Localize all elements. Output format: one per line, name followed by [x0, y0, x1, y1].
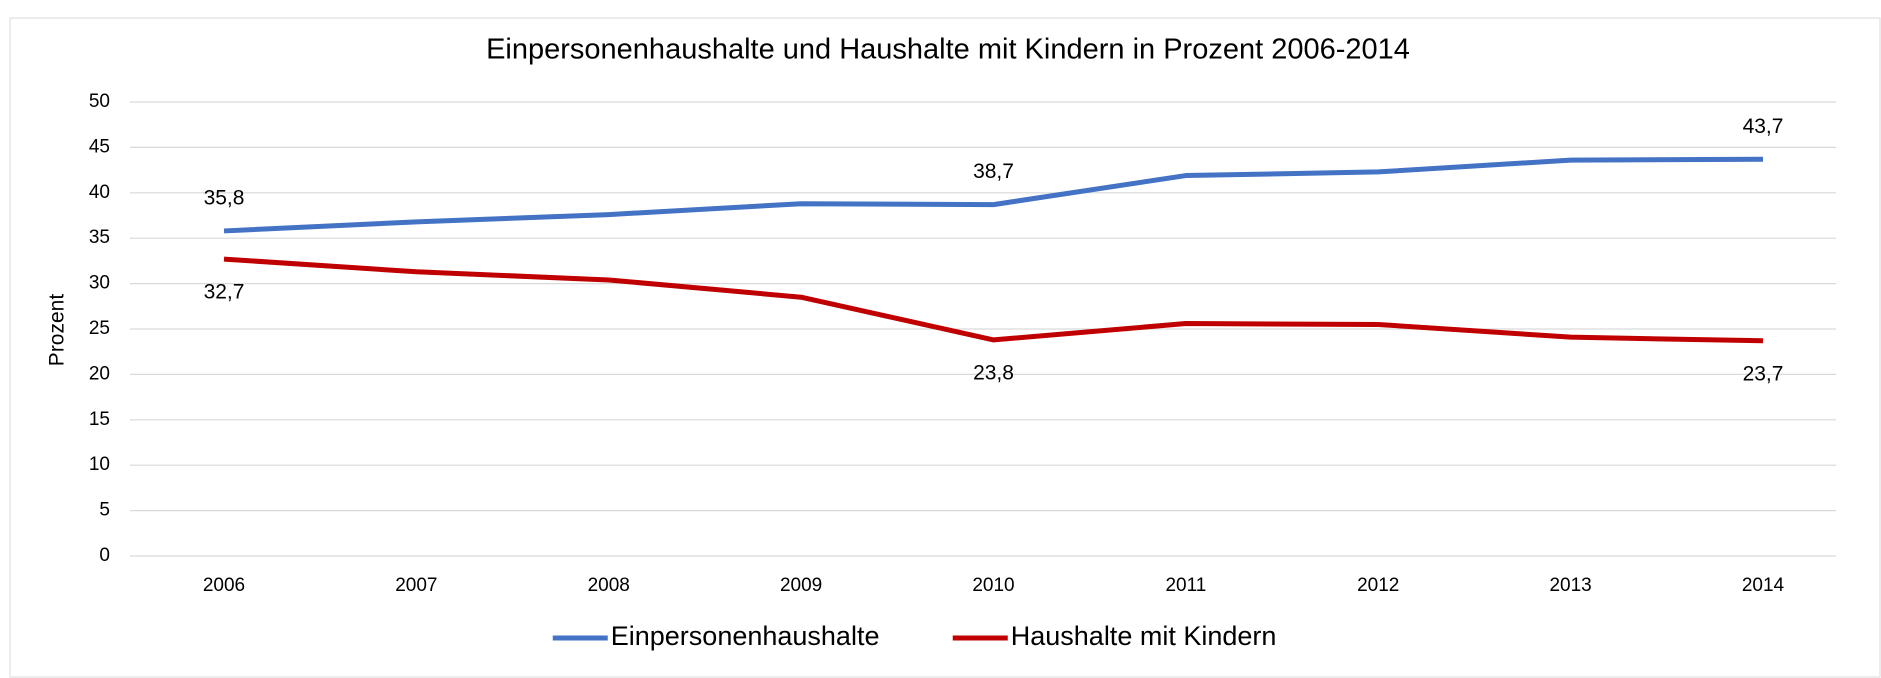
x-tick-label: 2013: [1549, 575, 1591, 596]
y-tick-label: 45: [89, 136, 110, 157]
x-tick-label: 2009: [780, 575, 822, 596]
x-tick-label: 2014: [1742, 575, 1785, 596]
x-tick-label: 2012: [1357, 575, 1399, 596]
y-tick-label: 30: [89, 273, 110, 294]
y-tick-label: 5: [99, 500, 110, 521]
y-tick-label: 35: [89, 227, 110, 248]
x-tick-label: 2011: [1165, 575, 1206, 596]
chart-frame: [9, 17, 1881, 678]
y-tick-label: 25: [89, 318, 110, 339]
data-label: 32,7: [204, 281, 245, 304]
y-tick-label: 0: [99, 545, 110, 566]
chart-title: Einpersonenhaushalte und Haushalte mit K…: [486, 34, 1410, 66]
data-label: 35,8: [204, 186, 245, 209]
data-label: 23,8: [973, 361, 1014, 384]
y-axis-label: Prozent: [46, 294, 69, 367]
x-tick-label: 2008: [588, 575, 630, 596]
legend-label: Einpersonenhaushalte: [611, 621, 880, 651]
series-line: [223, 156, 1764, 234]
y-tick-label: 40: [89, 182, 110, 203]
y-tick-label: 15: [89, 409, 110, 430]
y-tick-label: 50: [89, 91, 110, 112]
x-tick-label: 2010: [972, 575, 1014, 596]
data-label: 43,7: [1743, 115, 1784, 138]
data-label: 38,7: [973, 160, 1014, 183]
legend-label: Haushalte mit Kindern: [1011, 621, 1277, 651]
data-label: 23,7: [1743, 362, 1784, 385]
x-tick-label: 2007: [395, 575, 437, 596]
x-tick-label: 2006: [203, 575, 245, 596]
series-line: [223, 256, 1764, 344]
y-tick-label: 10: [89, 454, 110, 475]
y-tick-label: 20: [89, 363, 110, 384]
